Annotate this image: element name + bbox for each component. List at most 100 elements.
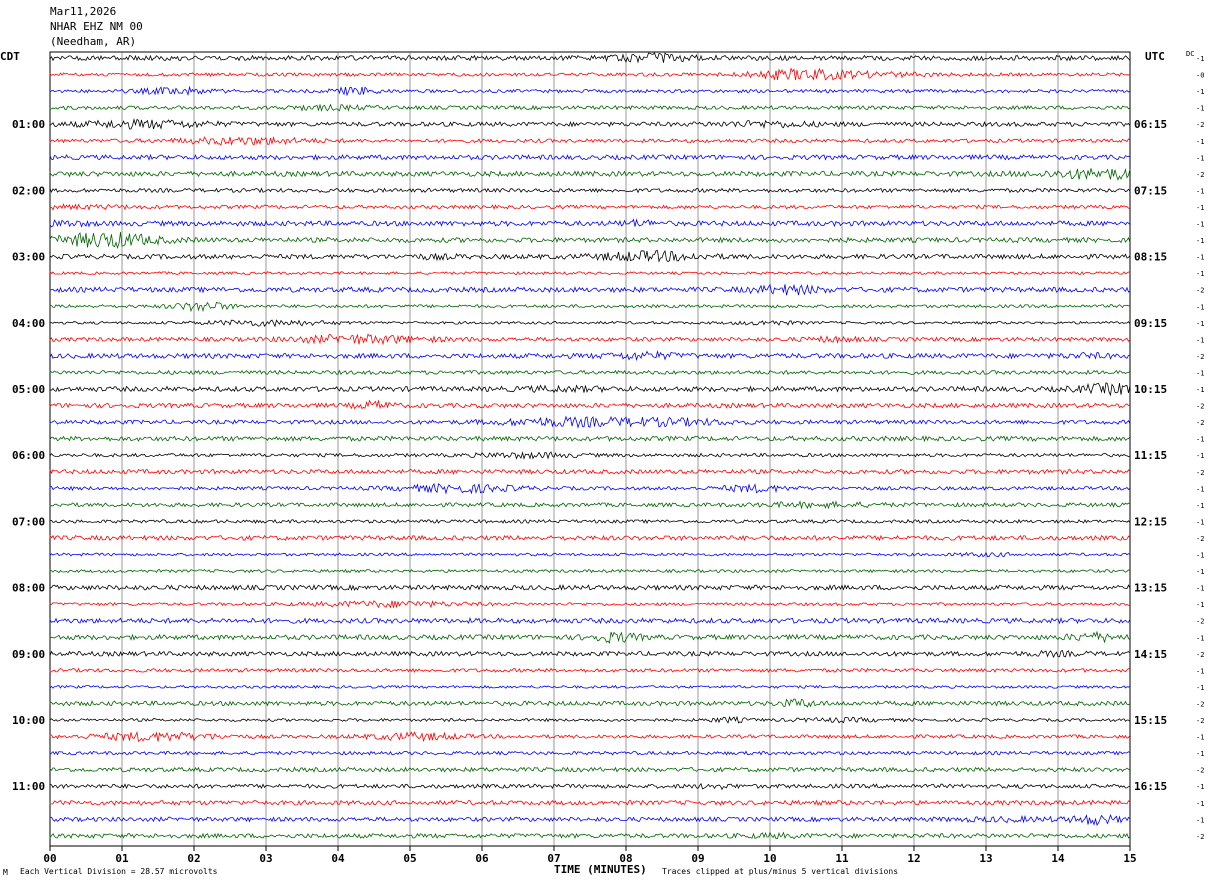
dc-offset-label: -1	[1196, 601, 1204, 609]
dc-offset-label: -1	[1196, 369, 1204, 377]
dc-offset-label: -1	[1196, 105, 1204, 113]
x-axis-title: TIME (MINUTES)	[554, 863, 647, 876]
utc-hour-label: 11:15	[1134, 449, 1167, 462]
dc-offset-label: -1	[1196, 452, 1204, 460]
seismic-trace	[49, 551, 1131, 558]
dc-offset-label: -1	[1196, 518, 1204, 526]
x-tick-label: 05	[403, 852, 416, 865]
seismic-trace	[49, 616, 1131, 625]
seismic-trace	[49, 649, 1131, 659]
dc-offset-label: -1	[1196, 585, 1204, 593]
dc-offset-label: -2	[1196, 535, 1204, 543]
utc-hour-label: 14:15	[1134, 648, 1167, 661]
clip-note: Traces clipped at plus/minus 5 vertical …	[662, 867, 898, 876]
seismic-trace	[49, 630, 1131, 644]
dc-offset-label: -1	[1196, 750, 1204, 758]
dc-offset-label: -1	[1196, 667, 1204, 675]
x-tick-label: 09	[691, 852, 704, 865]
seismic-trace	[49, 715, 1131, 724]
seismic-trace	[49, 698, 1131, 708]
cdt-hour-label: 06:00	[12, 449, 45, 462]
seismic-trace	[49, 415, 1131, 429]
seismic-trace	[49, 766, 1131, 773]
seismic-trace	[49, 534, 1131, 542]
dc-offset-label: -1	[1196, 502, 1204, 510]
hour-labels: 01:00 06:15 02:00 07:15 03:00 08:15 04:00 09:15…	[12, 118, 1167, 793]
dc-offset-label: -1	[1196, 154, 1204, 162]
dc-offset-label: -1	[1196, 138, 1204, 146]
seismic-trace	[49, 482, 1131, 495]
dc-offset-label: -2	[1196, 121, 1204, 129]
seismic-trace	[49, 319, 1131, 328]
seismic-trace	[49, 52, 1131, 64]
dc-offset-label: -1	[1196, 187, 1204, 195]
seismic-trace	[49, 117, 1131, 130]
seismic-trace	[49, 435, 1131, 443]
dc-offset-label: -2	[1196, 403, 1204, 411]
dc-offset-label: -2	[1196, 651, 1204, 659]
x-tick-label: 04	[331, 852, 345, 865]
dc-offset-label: -1	[1196, 270, 1204, 278]
plot-frame	[49, 51, 1131, 847]
seismic-trace	[49, 468, 1131, 475]
seismic-trace	[49, 584, 1131, 591]
cdt-hour-label: 08:00	[12, 582, 45, 595]
seismic-trace	[49, 600, 1131, 609]
dc-offset-label: -2	[1196, 717, 1204, 725]
right-axis-title: UTC	[1145, 50, 1165, 63]
x-tick-label: 15	[1123, 852, 1136, 865]
x-tick-label: 10	[763, 852, 776, 865]
dc-offset-label: -2	[1196, 618, 1204, 626]
seismic-trace	[49, 283, 1131, 296]
dc-offset-label: -1	[1196, 221, 1204, 229]
dc-offset-label: -1	[1196, 254, 1204, 262]
dc-offset-label: -1	[1196, 237, 1204, 245]
dc-offset-label: -1	[1196, 204, 1204, 212]
seismic-trace	[49, 667, 1131, 674]
seismic-trace	[49, 813, 1131, 826]
cdt-hour-label: 10:00	[12, 714, 45, 727]
seismic-trace	[49, 136, 1131, 146]
x-tick-labels: 00 01 02 03 04 05 06 07 08 09 10 11 12 13 14 15	[43, 846, 1137, 865]
x-tick-label: 01	[115, 852, 129, 865]
x-tick-label: 12	[907, 852, 920, 865]
seismic-trace	[49, 67, 1131, 81]
seismic-trace	[49, 750, 1131, 756]
seismic-trace	[49, 202, 1131, 211]
seismic-trace	[49, 568, 1131, 574]
dc-title: DC	[1186, 50, 1194, 58]
cdt-hour-label: 01:00	[12, 118, 45, 131]
seismic-trace	[49, 799, 1131, 806]
seismic-trace	[49, 369, 1131, 376]
header-station: NHAR EHZ NM 00	[50, 20, 143, 33]
dc-offset-label: -1	[1196, 320, 1204, 328]
x-tick-label: 07	[547, 852, 560, 865]
dc-offset-label: -1	[1196, 734, 1204, 742]
header-location: (Needham, AR)	[50, 35, 136, 48]
dc-offset-label: -2	[1196, 767, 1204, 775]
seismic-trace	[49, 684, 1131, 690]
cdt-hour-label: 04:00	[12, 317, 45, 330]
dc-offset-label: -2	[1196, 469, 1204, 477]
dc-offset-label: -1	[1196, 485, 1204, 493]
seismic-trace	[49, 350, 1131, 362]
dc-offset-label: -1	[1196, 634, 1204, 642]
seismic-trace	[49, 270, 1130, 276]
dc-offset-label: -2	[1196, 287, 1204, 295]
dc-offset-label: -1	[1196, 303, 1204, 311]
dc-offset-label: -1	[1196, 568, 1204, 576]
seismic-trace	[49, 153, 1131, 161]
x-tick-label: 00	[43, 852, 56, 865]
dc-offset-label: -1	[1196, 436, 1204, 444]
cdt-hour-label: 02:00	[12, 184, 45, 197]
seismic-trace	[49, 218, 1131, 228]
cdt-hour-label: 07:00	[12, 515, 45, 528]
seismic-trace	[49, 187, 1131, 194]
x-tick-label: 03	[259, 852, 272, 865]
header-date: Mar11,2026	[50, 5, 116, 18]
dc-offset-label: -1	[1196, 336, 1204, 344]
cdt-hour-label: 05:00	[12, 383, 45, 396]
x-tick-label: 13	[979, 852, 992, 865]
utc-hour-label: 10:15	[1134, 383, 1167, 396]
x-tick-label: 11	[835, 852, 849, 865]
